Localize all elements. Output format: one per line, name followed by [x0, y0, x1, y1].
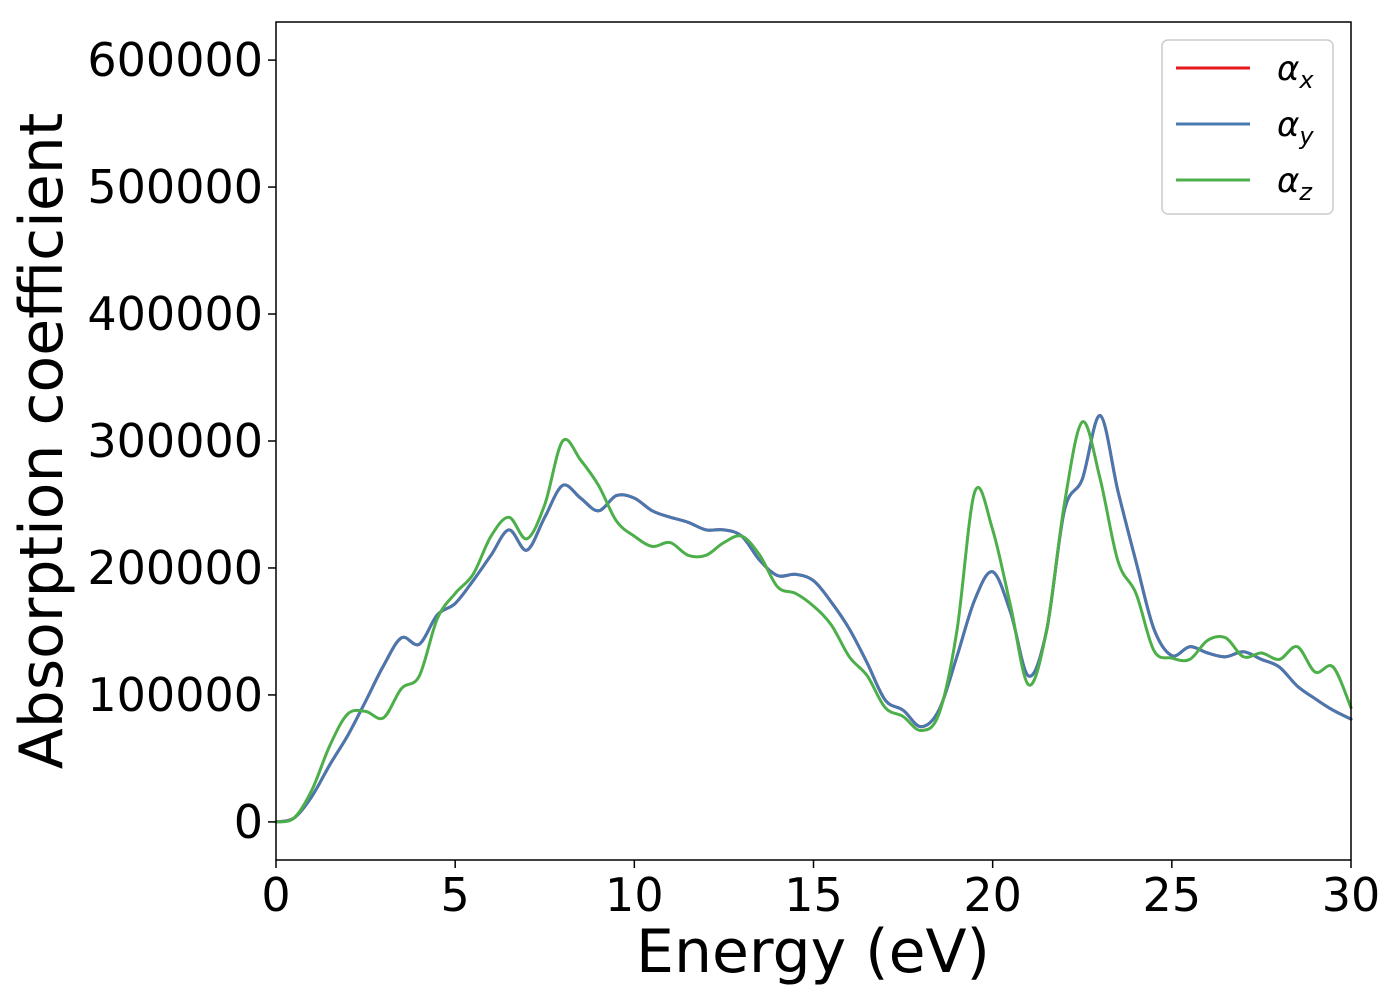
- x-tick-label: 10: [605, 868, 664, 922]
- x-tick-label: 5: [441, 868, 470, 922]
- y-tick-label: 600000: [87, 33, 263, 87]
- y-axis-label: Absorption coefficient: [7, 113, 77, 770]
- y-tick-label: 200000: [87, 541, 263, 595]
- y-tick-label: 400000: [87, 287, 263, 341]
- x-axis-ticks: 0 5 10 15 20 25 30: [261, 860, 1380, 922]
- x-tick-label: 30: [1322, 868, 1381, 922]
- x-tick-label: 0: [261, 868, 290, 922]
- legend-box: [1161, 39, 1334, 215]
- x-tick-label: 25: [1143, 868, 1202, 922]
- y-axis-ticks: 0 100000 200000 300000 400000 500000 600000: [87, 33, 276, 849]
- x-axis-label: Energy (eV): [636, 917, 990, 987]
- legend-label-y: αy: [1277, 105, 1314, 150]
- y-tick-label: 500000: [87, 160, 263, 214]
- y-tick-label: 300000: [87, 414, 263, 468]
- legend-label-x: αx: [1277, 49, 1314, 94]
- series-line-z: [274, 420, 1353, 824]
- x-tick-label: 15: [784, 868, 843, 922]
- x-tick-label: 20: [963, 868, 1022, 922]
- plot-lines: [274, 414, 1353, 824]
- legend: αx αy αz: [1161, 39, 1334, 215]
- y-tick-label: 100000: [87, 668, 263, 722]
- legend-label-z: αz: [1277, 161, 1313, 206]
- series-line-y: [274, 414, 1353, 824]
- y-tick-label: 0: [234, 795, 263, 849]
